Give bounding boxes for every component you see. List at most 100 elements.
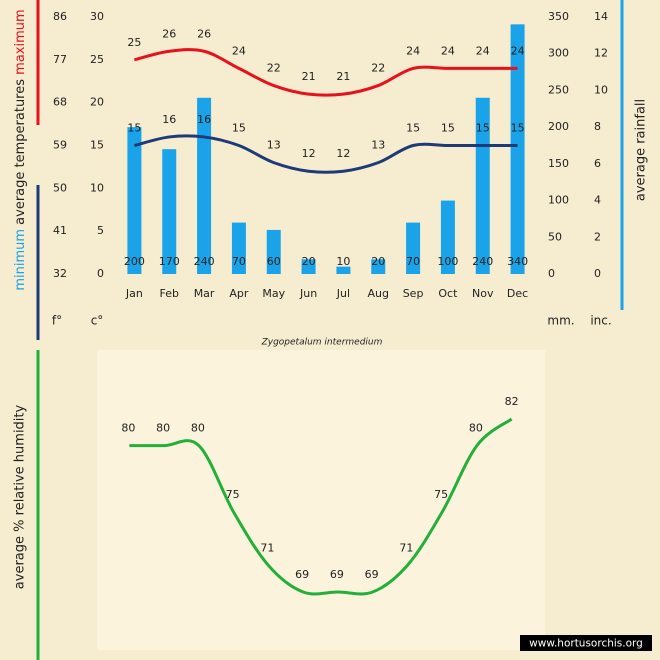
- bar-label: 200: [124, 255, 145, 268]
- min-label: minimum: [13, 229, 28, 291]
- f-unit: f°: [52, 314, 62, 328]
- data-label: 69: [365, 568, 379, 581]
- bar-label: 170: [159, 255, 180, 268]
- tick-label: 68: [53, 96, 67, 109]
- data-label: 22: [371, 62, 385, 75]
- data-label: 15: [476, 122, 490, 135]
- x-tick-label: Aug: [368, 287, 389, 300]
- bar: [197, 97, 212, 275]
- data-label: 25: [127, 36, 141, 49]
- tick-label: 86: [53, 10, 67, 23]
- tick-label: 50: [53, 181, 67, 194]
- temp-label: average temperatures: [13, 79, 28, 225]
- data-label: 13: [371, 139, 385, 152]
- data-label: 69: [295, 568, 309, 581]
- x-tick-label: Oct: [438, 287, 458, 300]
- x-tick-label: Dec: [507, 287, 528, 300]
- in-unit: inc.: [590, 314, 611, 328]
- data-label: 15: [232, 122, 246, 135]
- tick-label: 4: [594, 194, 601, 207]
- data-label: 71: [260, 541, 274, 554]
- x-tick-label: Apr: [229, 287, 249, 300]
- line: [129, 417, 513, 596]
- x-tick-label: May: [262, 287, 285, 300]
- bar-label: 100: [437, 255, 458, 268]
- data-label: 15: [406, 122, 420, 135]
- data-label: 12: [302, 147, 316, 160]
- data-label: 21: [302, 70, 316, 83]
- data-label: 15: [511, 122, 525, 135]
- tick-label: 5: [97, 224, 104, 237]
- data-label: 26: [162, 27, 176, 40]
- tick-label: 10: [90, 181, 104, 194]
- humidity-panel: [97, 350, 545, 650]
- tick-label: 30: [90, 10, 104, 23]
- data-label: 13: [267, 139, 281, 152]
- watermark: www.hortusorchis.org: [529, 638, 643, 650]
- data-label: 24: [511, 44, 525, 57]
- tick-label: 41: [53, 224, 67, 237]
- tick-label: 14: [594, 10, 608, 23]
- chart-title: Zygopetalum intermedium: [261, 338, 383, 348]
- tick-label: 150: [548, 157, 569, 170]
- bar-label: 70: [232, 255, 246, 268]
- bar: [510, 24, 525, 274]
- data-label: 15: [441, 122, 455, 135]
- tick-label: 2: [594, 230, 601, 243]
- tick-label: 25: [90, 53, 104, 66]
- line: [134, 48, 518, 97]
- bar-label: 10: [336, 255, 350, 268]
- tick-label: 200: [548, 120, 569, 133]
- bar: [127, 127, 142, 275]
- watermark-box: [520, 635, 652, 651]
- tick-label: 77: [53, 53, 67, 66]
- humidity-axis-label: average % relative humidity: [13, 404, 28, 589]
- data-label: 26: [197, 27, 211, 40]
- data-label: 16: [162, 113, 176, 126]
- data-label: 24: [441, 44, 455, 57]
- x-tick-label: Feb: [160, 287, 179, 300]
- data-label: 24: [406, 44, 420, 57]
- tick-label: 250: [548, 83, 569, 96]
- tick-label: 350: [548, 10, 569, 23]
- data-label: 75: [226, 488, 240, 501]
- temp-axis-label: minimum average temperatures maximum: [13, 9, 28, 290]
- c-unit: c°: [91, 314, 104, 328]
- tick-label: 300: [548, 47, 569, 60]
- x-tick-label: Sep: [403, 287, 424, 300]
- bar: [301, 259, 316, 274]
- bar: [406, 222, 421, 274]
- data-label: 15: [127, 122, 141, 135]
- tick-label: 0: [594, 267, 601, 280]
- data-label: 69: [330, 568, 344, 581]
- bar: [440, 200, 455, 274]
- bar-label: 20: [371, 255, 385, 268]
- bar: [336, 266, 351, 274]
- bar-label: 340: [507, 255, 528, 268]
- bar: [266, 229, 281, 274]
- data-label: 16: [197, 113, 211, 126]
- tick-label: 15: [90, 139, 104, 152]
- tick-label: 6: [594, 157, 601, 170]
- data-label: 82: [505, 395, 519, 408]
- x-tick-label: Nov: [472, 287, 494, 300]
- x-tick-label: Jul: [336, 287, 350, 300]
- data-label: 80: [121, 422, 135, 435]
- bar: [371, 259, 386, 274]
- bar: [231, 222, 246, 274]
- tick-label: 8: [594, 120, 601, 133]
- data-label: 75: [434, 488, 448, 501]
- mm-unit: mm.: [547, 314, 574, 328]
- data-label: 12: [336, 147, 350, 160]
- tick-label: 10: [594, 83, 608, 96]
- tick-label: 32: [53, 267, 67, 280]
- x-tick-label: Jan: [125, 287, 143, 300]
- bar-label: 240: [472, 255, 493, 268]
- bar-label: 240: [194, 255, 215, 268]
- tick-label: 0: [97, 267, 104, 280]
- data-label: 80: [156, 422, 170, 435]
- tick-label: 20: [90, 96, 104, 109]
- rain-axis-label: average rainfall: [634, 99, 649, 201]
- data-label: 24: [476, 44, 490, 57]
